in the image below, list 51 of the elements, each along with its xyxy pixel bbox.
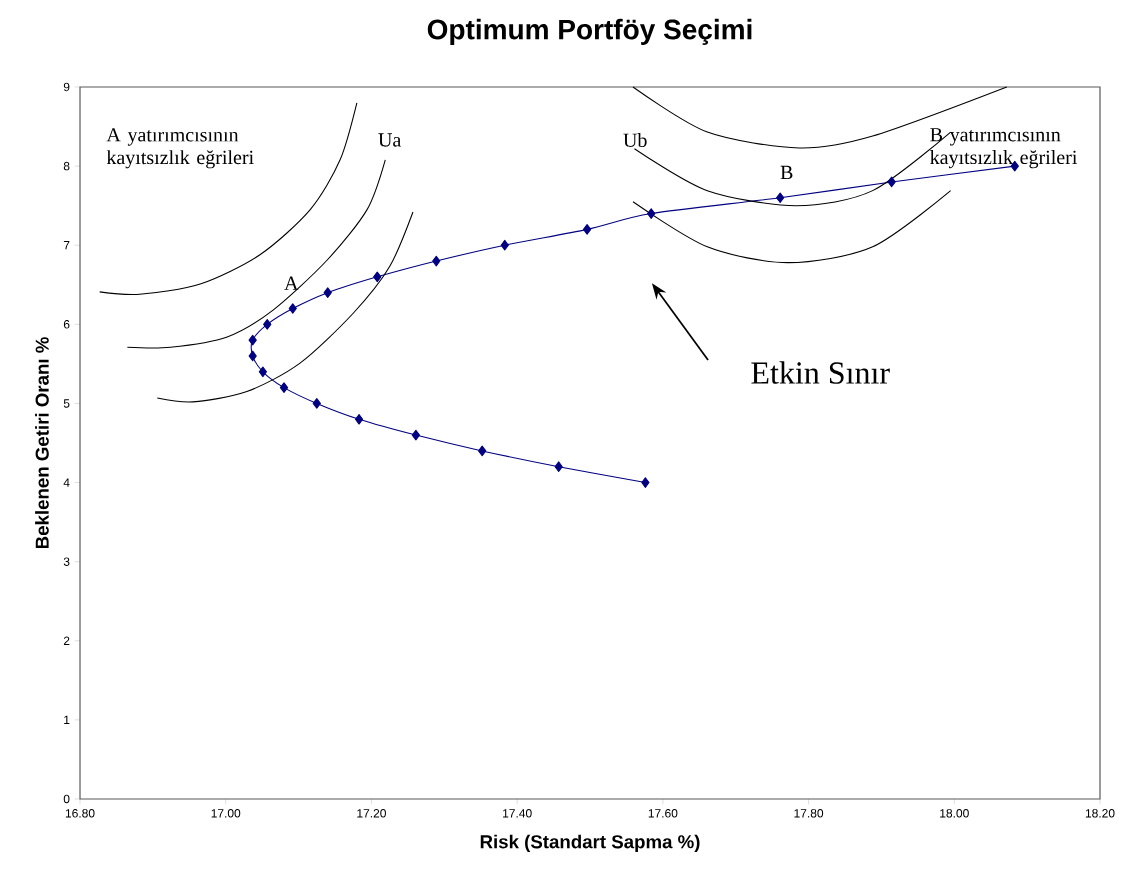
- chart-title: Optimum Portföy Seçimi: [427, 18, 752, 45]
- point: [582, 224, 592, 235]
- point: [411, 429, 421, 441]
- annotation: B yatırımcısının kayıtsızlık eğrileri: [930, 128, 1078, 169]
- line-series: [156, 211, 414, 403]
- x-tick-label: 16.80: [65, 809, 95, 818]
- y-tick-label: 4: [63, 478, 70, 487]
- point: [279, 382, 289, 393]
- point: [776, 192, 785, 204]
- line-series: [99, 102, 358, 295]
- annotation: A: [284, 276, 299, 290]
- annotation: B: [780, 165, 793, 180]
- y-tick-label: 7: [63, 241, 70, 250]
- point: [641, 477, 650, 488]
- x-tick-label: 17.40: [503, 809, 532, 818]
- point: [258, 366, 268, 378]
- y-tick-label: 9: [63, 82, 70, 92]
- point: [554, 461, 563, 473]
- y-axis-title: Beklenen Getiri Oranı %: [35, 337, 49, 549]
- point: [647, 208, 656, 219]
- annotation: Ub: [623, 132, 647, 148]
- point: [248, 350, 257, 362]
- line-series: [632, 190, 952, 264]
- point: [354, 413, 364, 425]
- point: [323, 287, 332, 299]
- y-tick-label: 0: [63, 794, 70, 804]
- y-tick-label: 6: [63, 320, 70, 329]
- x-tick-label: 18.00: [940, 809, 969, 818]
- point: [887, 176, 896, 188]
- x-axis-title: Risk (Standart Sapma %): [480, 834, 700, 853]
- x-tick-label: 17.80: [794, 809, 824, 818]
- point: [248, 334, 257, 346]
- point: [288, 303, 297, 314]
- y-tick-label: 3: [63, 557, 70, 566]
- x-tick-label: 17.60: [648, 809, 678, 818]
- y-tick-label: 2: [63, 636, 70, 645]
- x-tick-label: 17.00: [211, 809, 241, 818]
- x-tick-label: 17.20: [357, 809, 386, 818]
- y-tick-label: 5: [63, 399, 70, 408]
- annotation: Etkin Sınır: [751, 361, 890, 384]
- annotation: A yatırımcısının kayıtsızlık eğrileri: [106, 128, 254, 169]
- point: [312, 398, 321, 409]
- point: [478, 445, 487, 457]
- x-tick-label: 18.20: [1085, 809, 1115, 818]
- point: [373, 271, 382, 283]
- annotation: Ua: [378, 133, 402, 147]
- point: [500, 239, 509, 251]
- point: [263, 318, 272, 330]
- y-tick-label: 1: [64, 715, 70, 724]
- y-tick-label: 8: [63, 161, 70, 171]
- point: [432, 255, 441, 267]
